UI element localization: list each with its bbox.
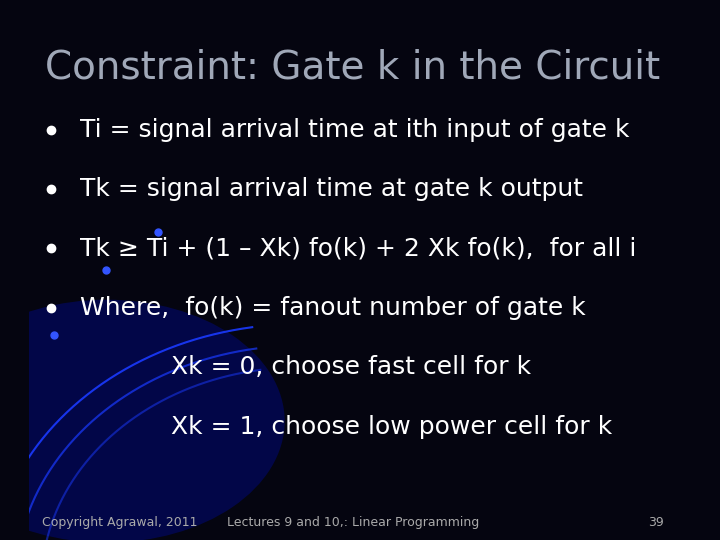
Text: Constraint: Gate k in the Circuit: Constraint: Gate k in the Circuit [45, 49, 660, 86]
Text: Where,  fo(k) = fanout number of gate k: Where, fo(k) = fanout number of gate k [81, 296, 586, 320]
Text: Tk ≥ Ti + (1 – Xk) fo(k) + 2 Xk fo(k),  for all i: Tk ≥ Ti + (1 – Xk) fo(k) + 2 Xk fo(k), f… [81, 237, 636, 260]
Text: Copyright Agrawal, 2011: Copyright Agrawal, 2011 [42, 516, 197, 529]
Text: Xk = 1, choose low power cell for k: Xk = 1, choose low power cell for k [171, 415, 613, 438]
Text: Lectures 9 and 10,: Linear Programming: Lectures 9 and 10,: Linear Programming [227, 516, 479, 529]
Text: Ti = signal arrival time at ith input of gate k: Ti = signal arrival time at ith input of… [81, 118, 630, 141]
Text: 39: 39 [648, 516, 664, 529]
Text: Tk = signal arrival time at gate k output: Tk = signal arrival time at gate k outpu… [81, 177, 583, 201]
Ellipse shape [0, 300, 284, 540]
Text: Xk = 0, choose fast cell for k: Xk = 0, choose fast cell for k [171, 355, 531, 379]
